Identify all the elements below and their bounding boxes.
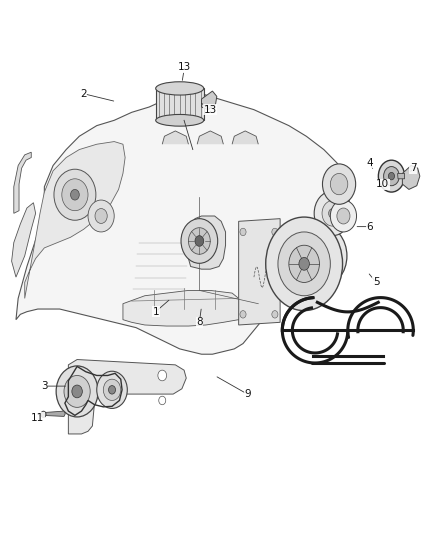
Circle shape xyxy=(330,200,357,232)
Text: 9: 9 xyxy=(244,389,251,399)
Circle shape xyxy=(188,228,210,254)
Polygon shape xyxy=(16,91,350,354)
Polygon shape xyxy=(239,219,280,325)
Polygon shape xyxy=(12,203,35,277)
Text: 3: 3 xyxy=(41,381,48,391)
Polygon shape xyxy=(155,88,204,120)
Ellipse shape xyxy=(155,82,204,95)
Polygon shape xyxy=(232,131,258,144)
Text: 6: 6 xyxy=(366,222,373,232)
Circle shape xyxy=(314,246,329,265)
Circle shape xyxy=(322,164,356,204)
Circle shape xyxy=(195,236,204,246)
Circle shape xyxy=(314,191,351,236)
Polygon shape xyxy=(25,142,125,298)
Circle shape xyxy=(296,225,347,287)
Polygon shape xyxy=(201,91,217,110)
Circle shape xyxy=(158,370,166,381)
Circle shape xyxy=(330,173,348,195)
Text: 2: 2 xyxy=(80,88,87,99)
Circle shape xyxy=(378,160,405,192)
Circle shape xyxy=(278,232,330,296)
Circle shape xyxy=(95,208,107,223)
Polygon shape xyxy=(14,152,31,213)
Circle shape xyxy=(62,179,88,211)
Polygon shape xyxy=(42,411,65,416)
Text: 11: 11 xyxy=(31,413,44,423)
Circle shape xyxy=(73,368,81,378)
Circle shape xyxy=(74,392,81,401)
Polygon shape xyxy=(188,216,226,269)
Circle shape xyxy=(72,385,82,398)
Polygon shape xyxy=(123,290,239,326)
Circle shape xyxy=(103,379,121,400)
Text: 13: 13 xyxy=(204,104,217,115)
Circle shape xyxy=(272,311,278,318)
Polygon shape xyxy=(398,173,405,179)
Circle shape xyxy=(181,219,218,263)
Text: 5: 5 xyxy=(373,278,379,287)
Circle shape xyxy=(384,166,399,185)
Circle shape xyxy=(240,228,246,236)
Circle shape xyxy=(64,375,90,407)
Circle shape xyxy=(322,200,343,226)
Circle shape xyxy=(109,385,116,394)
Text: 7: 7 xyxy=(410,163,417,173)
Circle shape xyxy=(240,311,246,318)
Polygon shape xyxy=(197,131,223,144)
Ellipse shape xyxy=(155,115,204,126)
Circle shape xyxy=(56,366,98,417)
Circle shape xyxy=(305,236,338,276)
Text: 1: 1 xyxy=(152,306,159,317)
Text: 4: 4 xyxy=(366,158,373,168)
Text: 10: 10 xyxy=(376,179,389,189)
Circle shape xyxy=(71,189,79,200)
Text: 13: 13 xyxy=(177,62,191,72)
Polygon shape xyxy=(403,165,420,189)
Circle shape xyxy=(389,172,395,180)
Circle shape xyxy=(97,371,127,408)
Circle shape xyxy=(328,208,336,218)
Polygon shape xyxy=(68,360,186,434)
Circle shape xyxy=(289,245,319,282)
Circle shape xyxy=(41,411,46,417)
Polygon shape xyxy=(162,131,188,144)
Circle shape xyxy=(266,217,343,311)
Text: 8: 8 xyxy=(196,317,203,327)
Circle shape xyxy=(272,228,278,236)
Circle shape xyxy=(337,208,350,224)
Circle shape xyxy=(159,396,166,405)
Circle shape xyxy=(299,257,309,270)
Circle shape xyxy=(54,169,96,220)
Circle shape xyxy=(88,200,114,232)
